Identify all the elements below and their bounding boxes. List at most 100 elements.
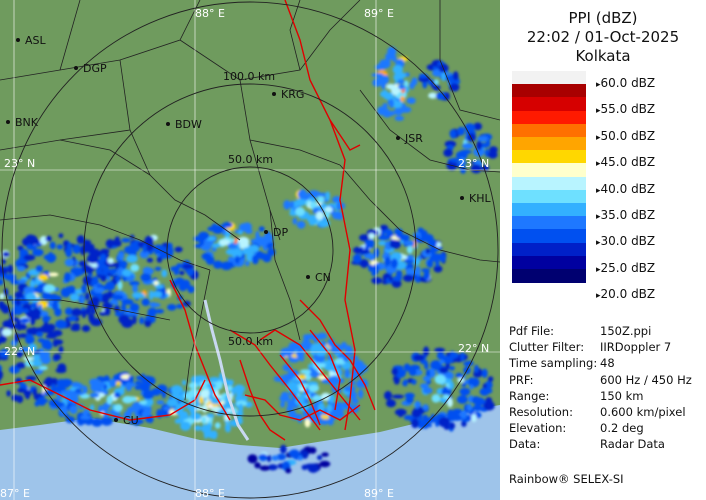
echo-cell — [304, 418, 311, 428]
echo-cell — [135, 380, 142, 385]
echo-cell — [107, 257, 115, 264]
echo-cell — [311, 395, 322, 402]
echo-cell — [389, 239, 401, 249]
radar-map[interactable]: 50.0 km 100.0 km 50.0 km 88° E 89° E 87°… — [0, 0, 500, 500]
echo-cell — [95, 267, 103, 275]
echo-cell — [357, 364, 368, 373]
echo-cell — [324, 206, 333, 213]
echo-cell — [450, 157, 459, 163]
legend-swatch — [512, 110, 586, 125]
info-value: Radar Data — [600, 437, 665, 452]
echo-cell — [32, 354, 41, 362]
echo-cell — [393, 377, 400, 385]
lon-label-bottom-89e: 89° E — [364, 487, 394, 500]
echo-cell — [146, 257, 153, 263]
echo-cell — [143, 397, 154, 407]
echo-cell — [439, 359, 445, 365]
echo-cell — [48, 251, 53, 261]
echo-cell — [0, 267, 9, 275]
legend-tick-icon: ▸ — [596, 80, 601, 90]
echo-cell — [468, 378, 477, 386]
echo-cell — [438, 417, 450, 428]
info-value: 600 Hz / 450 Hz — [600, 372, 692, 387]
echo-cell — [390, 258, 398, 269]
echo-cell — [369, 254, 375, 261]
echo-cell — [198, 231, 210, 240]
lat-lon-grid — [0, 0, 500, 500]
station-label-cn: CN — [315, 271, 331, 284]
legend-swatch — [512, 84, 586, 98]
echo-cell — [189, 413, 197, 419]
legend-label-text: 35.0 dBZ — [600, 208, 656, 222]
echo-cell — [91, 418, 103, 427]
echo-cell — [140, 273, 152, 282]
echo-cell — [195, 375, 207, 381]
echo-cell — [455, 372, 463, 378]
echo-cell — [156, 256, 163, 263]
echo-cell — [461, 382, 467, 387]
info-row: Time sampling: 48 — [509, 356, 615, 370]
echo-cell — [239, 239, 249, 250]
echo-cell — [285, 467, 292, 474]
legend-label: ▸60.0 dBZ — [596, 76, 655, 90]
echo-cell — [194, 425, 202, 431]
echo-cell — [408, 368, 417, 376]
echo-cell — [276, 453, 287, 461]
legend-label-text: 60.0 dBZ — [600, 76, 656, 90]
echo-cell — [48, 272, 59, 277]
echo-cell — [315, 350, 327, 357]
scan-datetime: 22:02 / 01-Oct-2025 — [526, 28, 680, 46]
station-dot-dp — [264, 230, 268, 234]
echo-cell — [114, 240, 122, 247]
echo-cell — [6, 390, 11, 397]
echo-cell — [341, 341, 347, 350]
echo-cell — [433, 265, 443, 273]
echo-cell — [439, 367, 449, 374]
echo-cell — [460, 351, 465, 362]
echo-cell — [200, 243, 212, 251]
echo-cell — [101, 293, 110, 303]
echo-cell — [307, 463, 319, 473]
legend-label-text: 30.0 dBZ — [600, 234, 656, 249]
echo-cell — [302, 450, 309, 459]
echo-cell — [33, 369, 43, 375]
echo-cell — [302, 337, 311, 347]
station-label-asl: ASL — [25, 34, 47, 47]
echo-cell — [430, 247, 436, 255]
echo-cell — [317, 455, 323, 461]
echo-cell — [180, 421, 191, 431]
echo-cell — [385, 108, 389, 114]
legend-tick-icon: ▸ — [596, 106, 601, 117]
echo-cell — [45, 235, 52, 242]
echo-cell — [16, 265, 26, 272]
info-key: Pdf File: — [509, 324, 555, 338]
echo-cell — [20, 317, 30, 324]
echo-cell — [402, 380, 407, 386]
echo-cell — [473, 122, 483, 131]
legend-swatch — [512, 71, 586, 85]
echo-cell — [8, 264, 13, 274]
echo-cell — [52, 339, 59, 347]
legend-label-text: 40.0 dBZ — [600, 181, 656, 196]
echo-cell — [392, 394, 404, 399]
echo-cell — [16, 321, 23, 331]
echo-cell — [344, 368, 350, 379]
echo-cell — [487, 376, 494, 382]
echo-cell — [397, 84, 406, 90]
echo-cell — [70, 325, 81, 332]
station-markers: ASL DGP BNK BDW KRG JSR KHL DP CN CU — [6, 34, 491, 427]
echo-cell — [237, 416, 243, 423]
legend-label-text: 25.0 dBZ — [600, 260, 656, 275]
echo-cell — [420, 230, 427, 241]
echo-cell — [247, 454, 258, 464]
echo-cell — [391, 279, 402, 288]
echo-cell — [308, 190, 320, 198]
echo-cell — [263, 233, 274, 244]
echo-cell — [93, 287, 105, 294]
station-label-khl: KHL — [469, 192, 491, 205]
echo-cell — [467, 403, 472, 412]
echo-cell — [388, 110, 395, 116]
echo-cell — [449, 129, 457, 139]
echo-cell — [401, 103, 407, 114]
echo-cell — [414, 274, 422, 283]
